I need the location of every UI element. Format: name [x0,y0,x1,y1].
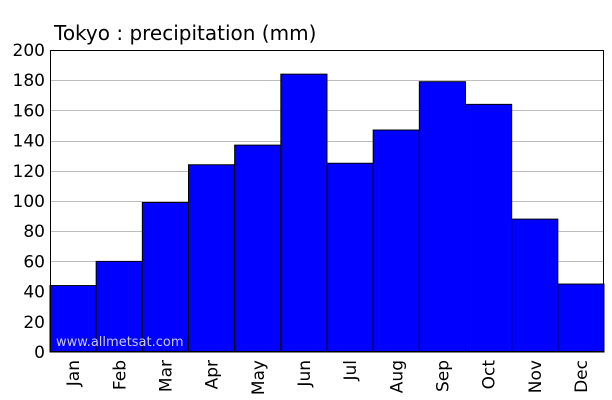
y-tick-label: 120 [13,162,45,182]
x-tick-label: Jun [295,360,315,388]
bar-aug [372,129,420,353]
y-tick-label: 80 [23,222,45,242]
y-tick-label: 160 [13,101,45,121]
bar-mar [141,202,189,353]
x-tick-label: Mar [156,360,176,392]
x-tick-label: Nov [526,360,546,393]
x-tick-label: Aug [387,360,407,393]
y-tick-label: 200 [13,41,45,61]
y-tick-label: 140 [13,132,45,152]
x-tick-label: Sep [433,360,453,392]
x-tick-label: Oct [480,360,500,390]
bars [49,73,605,353]
x-tick-label: Feb [110,360,130,390]
x-tick-label: May [249,360,269,395]
y-tick-label: 0 [34,343,45,363]
y-tick-label: 100 [13,192,45,212]
y-tick-label: 20 [23,313,45,333]
y-axis-ticks: 0 20 40 60 80 100 120 140 160 180 200 [13,41,45,363]
y-tick-label: 180 [13,71,45,91]
plot-border [50,50,604,352]
bar-nov [511,218,559,353]
x-tick-label: Apr [203,360,223,389]
bar-sep [418,81,467,353]
bar-may [234,144,282,353]
watermark: www.allmetsat.com [56,335,184,350]
y-tick-label: 40 [23,283,45,303]
bar-oct [465,103,513,353]
x-tick-label: Dec [572,360,592,393]
bar-apr [188,164,236,353]
bar-jan [49,285,97,353]
x-tick-label: Jul [341,360,361,382]
bar-dec [557,283,605,353]
x-axis-ticks: Jan Feb Mar Apr May Jun Jul Aug Sep Oct Nov Dec [64,360,592,395]
bar-jun [280,73,328,353]
bar-jul [326,162,374,353]
bar-feb [95,260,143,353]
chart-title: Tokyo : precipitation (mm) [53,21,316,45]
y-tick-label: 60 [23,252,45,272]
x-tick-label: Jan [64,360,84,387]
